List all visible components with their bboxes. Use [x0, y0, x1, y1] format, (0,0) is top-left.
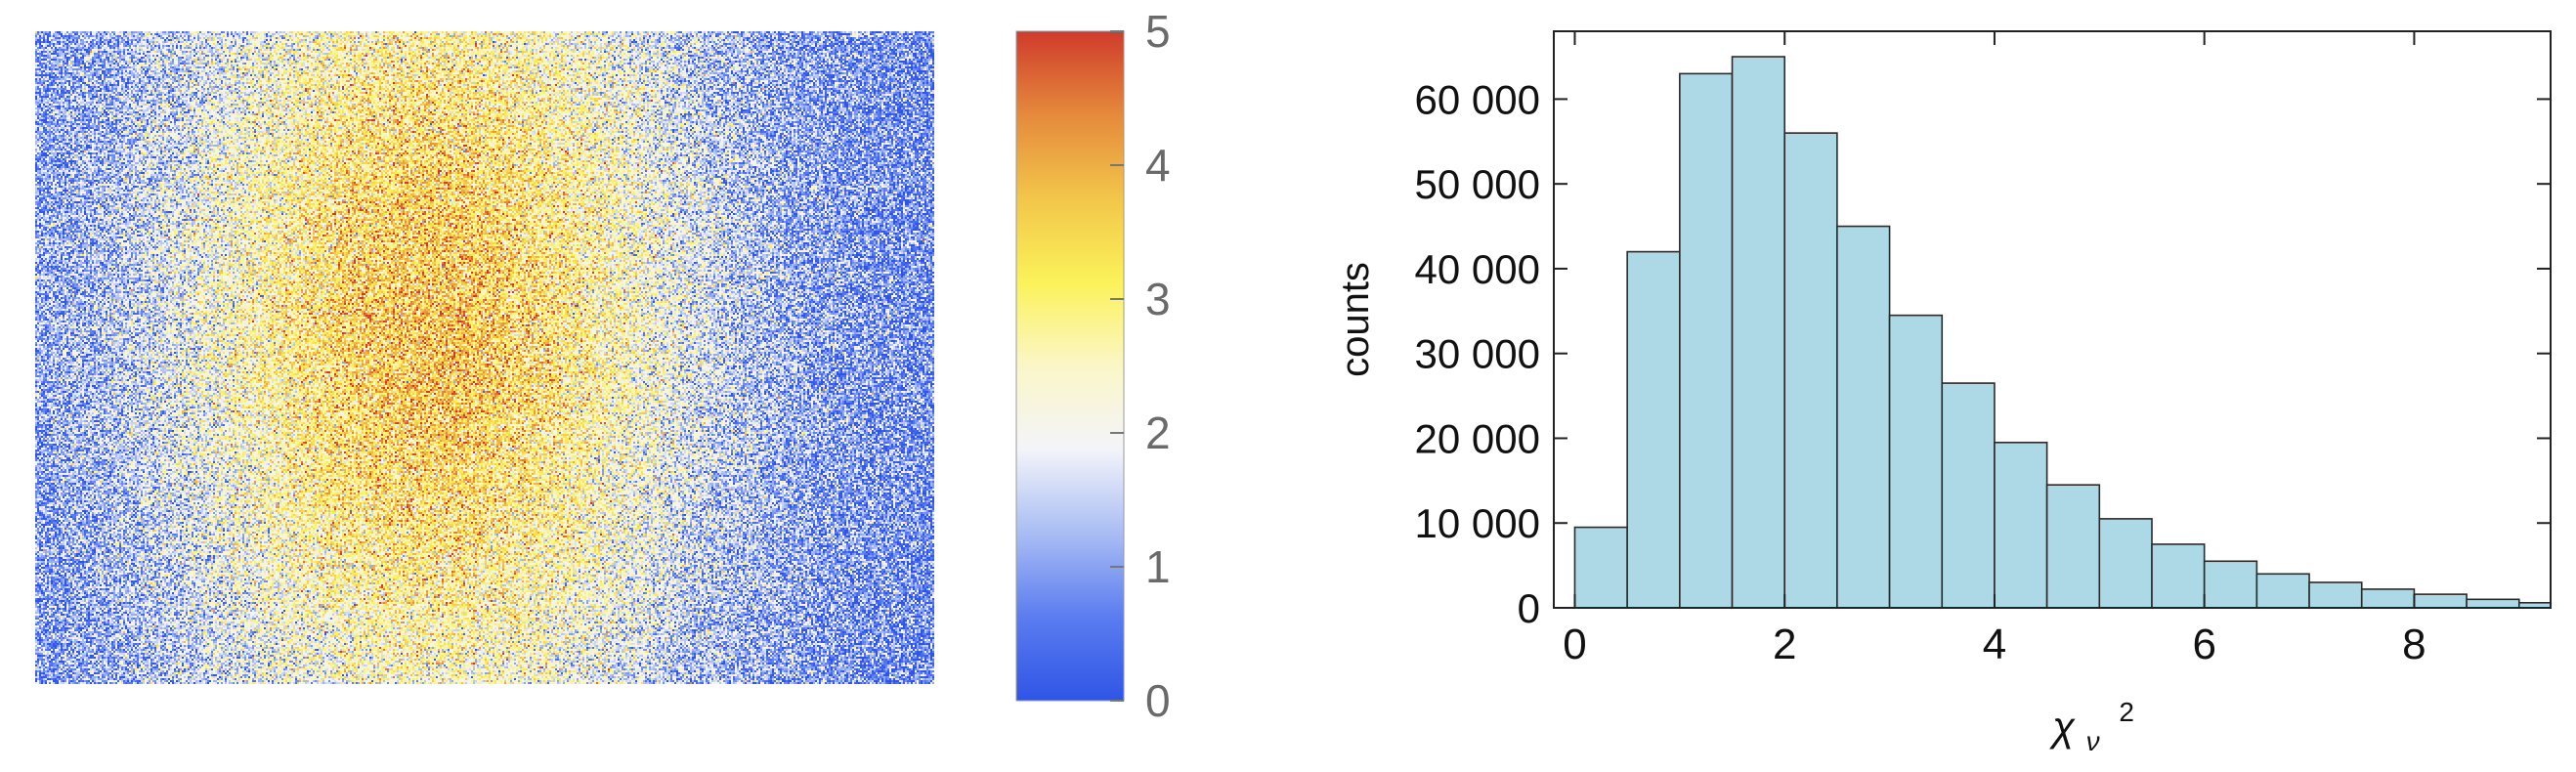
x-tick-label: 2 — [1773, 621, 1796, 668]
histogram-bar — [1731, 56, 1786, 609]
histogram-bar — [2360, 588, 2416, 609]
colorbar-tick-label: 1 — [1145, 541, 1171, 592]
chi-square-histogram: 0 2 4 6 8 0 10 000 20 000 30 000 40 000 50 000 60 … — [1334, 30, 2552, 759]
y-axis-label: counts — [1334, 262, 1377, 377]
x-axis-label-main: χ — [2048, 704, 2076, 750]
y-tick-label: 60 000 — [1415, 76, 1540, 122]
histogram-bar — [1888, 314, 1944, 609]
histogram-bar — [1679, 72, 1734, 609]
chi-square-heatmap — [35, 31, 934, 684]
y-axis-ticks: 0 10 000 20 000 30 000 40 000 50 000 60 000 — [1415, 76, 2551, 631]
histogram-bar — [1994, 442, 2048, 609]
colorbar-tick-label: 0 — [1145, 675, 1171, 726]
histogram-bar — [2255, 573, 2310, 609]
x-axis-label-sup: 2 — [2119, 697, 2134, 727]
x-tick-label: 0 — [1563, 621, 1586, 668]
histogram-bar — [2308, 581, 2363, 609]
y-tick-label: 30 000 — [1415, 331, 1540, 377]
histogram-bar — [1783, 132, 1838, 609]
histogram-bar — [2203, 560, 2258, 609]
histogram-bar — [1941, 382, 1996, 609]
histogram-bar — [1626, 250, 1681, 609]
histogram-bars — [1573, 56, 2552, 609]
colorbar-tick-label: 3 — [1145, 274, 1171, 324]
x-tick-label: 8 — [2402, 621, 2426, 668]
y-tick-label: 20 000 — [1415, 415, 1540, 461]
plot-frame — [1553, 30, 2552, 609]
histogram-bar — [1573, 526, 1628, 609]
x-tick-label: 6 — [2192, 621, 2215, 668]
histogram-bar — [2413, 593, 2468, 609]
x-axis-ticks: 0 2 4 6 8 — [1563, 31, 2426, 668]
heatmap-image — [35, 31, 934, 684]
histogram-bar — [2045, 484, 2101, 609]
x-axis-label-sub: ν — [2086, 726, 2100, 756]
histogram-bar — [2151, 543, 2206, 609]
x-axis-label: χ ν 2 — [2048, 697, 2134, 759]
colorbar-gradient — [1015, 30, 1125, 702]
y-tick-label: 0 — [1518, 585, 1540, 631]
histogram-bar — [1836, 225, 1891, 609]
colorbar-ticks: 0 1 2 3 4 5 — [1110, 6, 1171, 726]
y-tick-label: 40 000 — [1415, 246, 1540, 292]
colorbar-tick-label: 4 — [1145, 140, 1171, 191]
histogram-bar — [2466, 598, 2520, 609]
histogram-bar — [2098, 518, 2153, 609]
colorbar-tick-label: 5 — [1145, 6, 1171, 57]
colorbar-tick-label: 2 — [1145, 407, 1171, 458]
y-tick-label: 50 000 — [1415, 161, 1540, 207]
colorbar: 0 1 2 3 4 5 — [1015, 6, 1171, 726]
x-tick-label: 4 — [1983, 621, 2006, 668]
y-tick-label: 10 000 — [1415, 500, 1540, 546]
